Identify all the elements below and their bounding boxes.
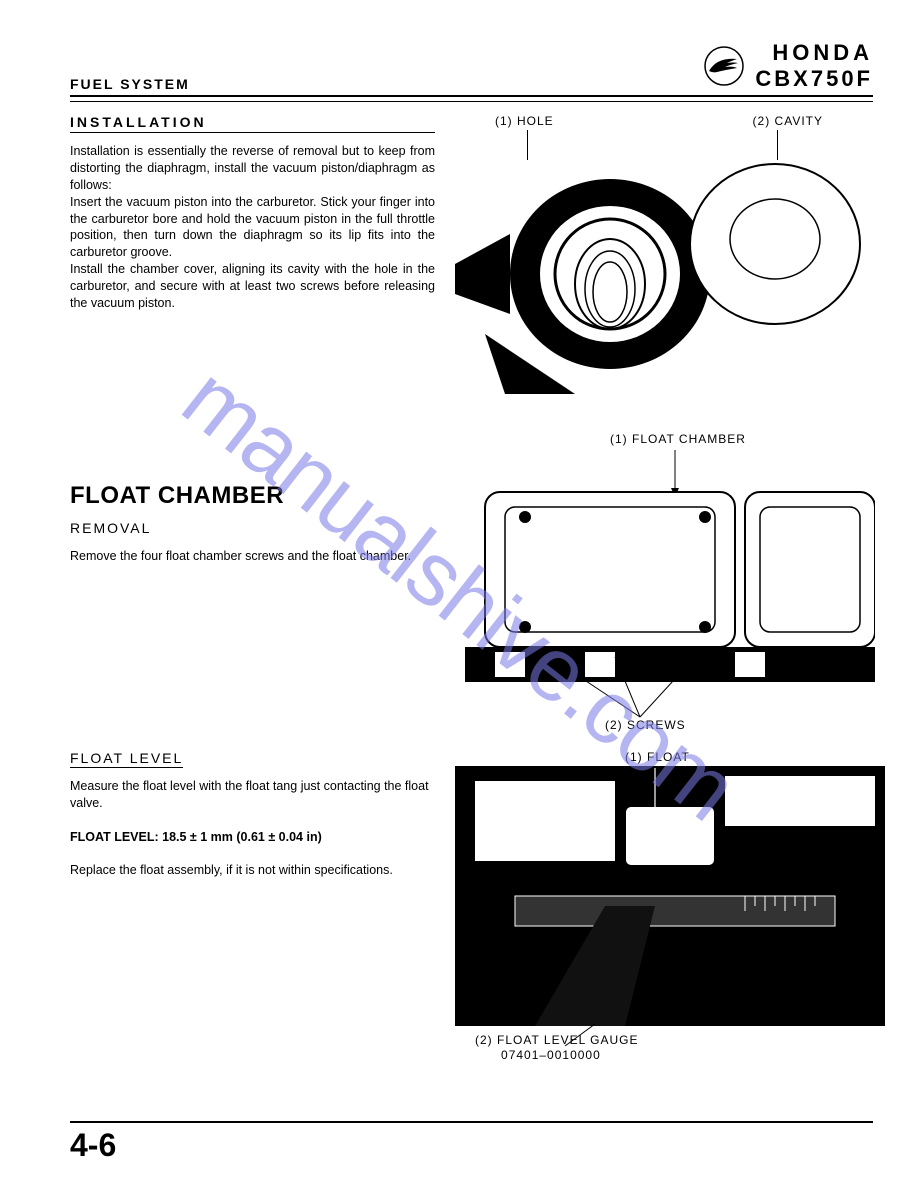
float-chamber-p: Remove the four float chamber screws and… — [70, 548, 435, 565]
fig1-label-hole: (1) HOLE — [495, 114, 554, 128]
installation-heading: INSTALLATION — [70, 114, 435, 133]
brand-block: HONDA CBX750F — [703, 40, 873, 92]
float-level-p1: Measure the float level with the float t… — [70, 778, 435, 812]
section-title: FUEL SYSTEM — [70, 76, 190, 92]
figure-2-float-chamber-icon — [455, 422, 875, 732]
float-level-spec: FLOAT LEVEL: 18.5 ± 1 mm (0.61 ± 0.04 in… — [70, 830, 435, 844]
brand-name: HONDA — [755, 40, 873, 66]
header-rule — [70, 101, 873, 102]
removal-heading: REMOVAL — [70, 520, 435, 536]
wing-logo-icon — [703, 45, 745, 87]
fig3-gauge-line1: (2) FLOAT LEVEL GAUGE — [475, 1033, 639, 1047]
float-level-p2: Replace the float assembly, if it is not… — [70, 862, 435, 879]
page-number: 4-6 — [70, 1127, 873, 1164]
installation-p3: Install the chamber cover, aligning its … — [70, 261, 435, 312]
page-footer: 4-6 — [70, 1121, 873, 1164]
page-header: FUEL SYSTEM HONDA CBX750F — [70, 40, 873, 97]
fig3-gauge-line2: 07401–0010000 — [501, 1048, 601, 1062]
fig3-label-float: (1) FLOAT — [625, 750, 690, 764]
model-name: CBX750F — [755, 66, 873, 92]
fig1-label-cavity: (2) CAVITY — [753, 114, 823, 128]
installation-section: INSTALLATION Installation is essentially… — [70, 114, 873, 404]
float-level-heading: FLOAT LEVEL — [70, 750, 183, 768]
footer-rule — [70, 1121, 873, 1123]
figure-3-float-level-icon — [455, 766, 885, 1046]
float-chamber-section: FLOAT CHAMBER REMOVAL Remove the four fl… — [70, 422, 873, 732]
installation-p2: Insert the vacuum piston into the carbur… — [70, 194, 435, 262]
installation-p1: Installation is essentially the reverse … — [70, 143, 435, 194]
float-chamber-heading: FLOAT CHAMBER — [70, 482, 435, 510]
float-level-section: FLOAT LEVEL Measure the float level with… — [70, 750, 873, 1070]
figure-1-carburetor-icon — [455, 134, 865, 404]
fig3-label-gauge: (2) FLOAT LEVEL GAUGE 07401–0010000 — [475, 1033, 639, 1064]
